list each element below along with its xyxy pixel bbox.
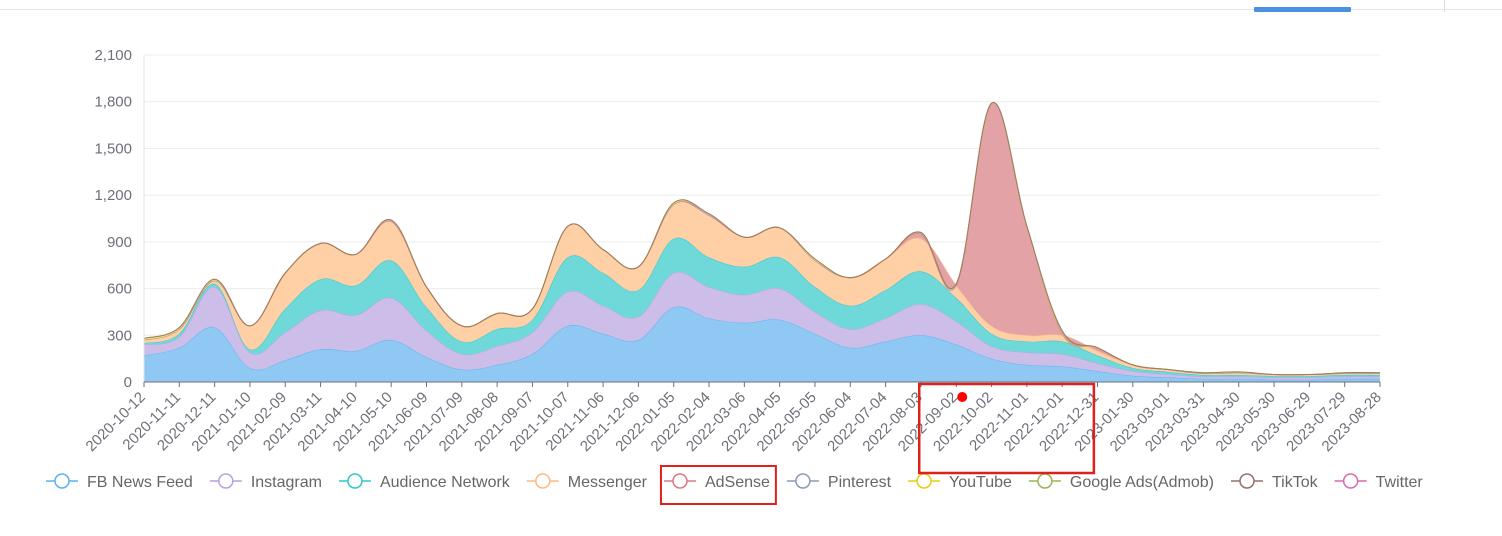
y-tick-label: 2,100 [94,47,132,64]
y-tick-label: 1,800 [94,94,132,111]
legend-symbol-icon [1239,473,1255,489]
legend-label: Google Ads(Admob) [1070,474,1214,491]
axes [143,55,1380,383]
legend-item-instagram[interactable]: Instagram [209,473,322,491]
red-marker-dot [957,392,968,402]
legend-item-youtube[interactable]: YouTube [908,473,1012,491]
date-range-highlight-box [917,382,1096,475]
y-tick-label: 900 [107,234,132,251]
legend[interactable]: FB News Feed Instagram Audience Network Mes… [46,473,1424,491]
legend-symbol-icon [218,473,234,489]
legend-label: TikTok [1272,474,1319,491]
legend-item-messenger[interactable]: Messenger [526,473,648,491]
legend-item-audience-network[interactable]: Audience Network [338,473,511,491]
legend-label: Twitter [1376,474,1424,491]
legend-symbol-icon [916,473,932,489]
legend-label: Messenger [568,474,648,491]
legend-label: Pinterest [828,474,892,491]
legend-symbol-icon [1037,473,1053,489]
legend-symbol-icon [347,473,363,489]
legend-symbol-icon [795,473,811,489]
y-tick-label: 600 [107,281,132,298]
legend-label: AdSense [705,474,770,491]
area-instagram[interactable] [144,271,1380,380]
legend-label: YouTube [949,474,1012,491]
area-fb-news-feed[interactable] [144,306,1380,382]
legend-symbol-icon [672,473,688,489]
area-audience-network[interactable] [144,237,1380,378]
active-tab-indicator[interactable] [1254,7,1351,12]
line-tiktok [143,102,1381,376]
legend-item-fb-news-feed[interactable]: FB News Feed [46,473,193,491]
legend-symbol-icon [535,473,551,489]
legend-symbol-icon [54,473,70,489]
legend-item-google-ads-admob[interactable]: Google Ads(Admob) [1028,473,1214,491]
y-tick-label: 0 [124,374,132,391]
top-divider [0,9,1502,10]
legend-label: FB News Feed [87,474,193,491]
annotations [659,382,1096,505]
legend-symbol-icon [1342,473,1359,489]
area-messenger[interactable] [144,201,1380,377]
legend-item-pinterest[interactable]: Pinterest [786,473,892,491]
y-tick-label: 1,500 [94,140,132,157]
legend-highlight-box [659,465,777,505]
legend-item-adsense[interactable]: AdSense [663,473,770,491]
legend-item-twitter[interactable]: Twitter [1334,473,1424,491]
y-axis-ticks: 0 300 600 900 1,200 1,500 1,800 2,100 [94,47,132,391]
tab-separator [1444,0,1445,12]
x-axis-ticks: 2020-10-122020-11-112020-12-112021-01-10… [83,382,1385,455]
y-tick-label: 300 [107,327,132,344]
legend-label: Instagram [251,474,322,491]
series-areas [143,102,1381,382]
legend-item-tiktok[interactable]: TikTok [1230,473,1319,491]
y-tick-label: 1,200 [94,187,132,204]
legend-label: Audience Network [380,474,511,491]
